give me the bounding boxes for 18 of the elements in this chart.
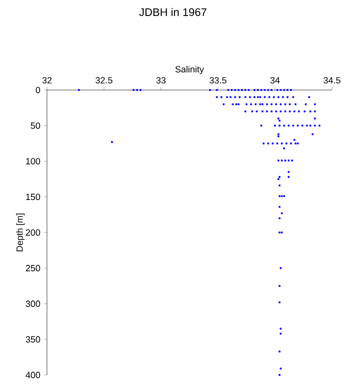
y-tick-label: 0	[36, 86, 40, 94]
x-tick-label: 33	[156, 77, 166, 84]
y-tick-label: 250	[26, 264, 40, 272]
x-tick-label: 32	[42, 77, 52, 84]
y-tick-label: 100	[26, 158, 40, 164]
x-axis-title: Salinity	[175, 66, 204, 74]
x-tick-label: 33.5	[210, 77, 226, 84]
chart-title: JDBH in 1967	[139, 8, 206, 16]
y-tick-label: 150	[26, 194, 40, 200]
x-tick-label: 32.5	[96, 77, 112, 84]
y-tick-label: 350	[26, 336, 40, 343]
y-tick-label: 400	[26, 372, 40, 378]
x-tick-label: 34	[270, 77, 280, 84]
y-tick-label: 200	[26, 229, 40, 236]
y-tick-label: 50	[30, 122, 40, 129]
y-axis-title: Depth [m]	[16, 214, 25, 252]
x-tick-label: 34.5	[324, 77, 340, 84]
y-tick-label: 300	[26, 300, 40, 307]
